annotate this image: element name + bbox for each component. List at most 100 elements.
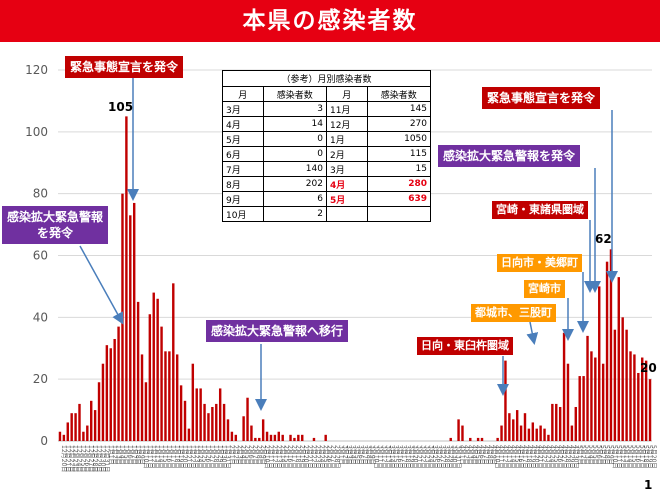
bar-1月10日: [140, 354, 144, 441]
table-header-2: 月: [325, 86, 368, 102]
x-tick-label: 3月30日: [451, 445, 458, 468]
x-tick-label: 4月2日: [462, 445, 469, 465]
bar-5月13日: [621, 317, 624, 441]
x-tick-label: 3月28日: [443, 445, 450, 468]
table-row: 7月 140 3月 15: [222, 161, 431, 177]
bar-12月29日: [93, 410, 97, 441]
y-tick-label: 80: [33, 187, 48, 201]
bar-4月14日: [508, 413, 511, 441]
bar-1月22日: [187, 428, 191, 441]
bar-5月1日: [574, 406, 577, 441]
x-tick-label: 4月22日: [541, 445, 548, 468]
table-header-1: 感染者数: [262, 86, 327, 102]
x-tick-label: 12月20日: [60, 445, 67, 472]
x-tick-label: 2月4日: [240, 445, 247, 465]
x-tick-label: 5月17日: [638, 445, 645, 468]
table-row: 9月 6 5月 639: [222, 191, 431, 207]
x-tick-label: 1月16日: [165, 445, 172, 468]
bar-1月30日: [218, 388, 222, 441]
table-cell-m2: 1月: [325, 131, 368, 147]
alert-issue-label-2: 感染拡大緊急警報を発令: [438, 145, 581, 167]
bar-2月1日: [226, 419, 230, 441]
x-tick-label: 5月4日: [588, 445, 595, 465]
arrow-area-miyakonojo: [526, 321, 539, 345]
x-tick-label: 4月4日: [470, 445, 477, 465]
table-cell-v1: 0: [262, 146, 327, 162]
state-emergency-label-1: 緊急事態宣言を発令: [65, 56, 184, 78]
bar-4月4日: [469, 437, 472, 441]
table-cell-m2: 11月: [325, 101, 368, 117]
bar-5月9日: [605, 261, 609, 441]
bar-2月26日: [324, 434, 327, 441]
x-tick-label: 5月18日: [642, 445, 649, 468]
x-tick-label: 4月5日: [474, 445, 481, 465]
x-tick-label: 3月31日: [455, 445, 462, 468]
table-row: 6月 0 2月 115: [222, 146, 431, 162]
bar-5月14日: [625, 329, 628, 441]
table-cell-v1: 14: [262, 116, 327, 132]
x-tick-label: 4月29日: [568, 445, 575, 468]
x-tick-label: 1月9日: [138, 445, 145, 465]
x-tick-label: 1月21日: [185, 445, 192, 468]
bar-1月27日: [207, 413, 210, 441]
arrow-alert-1: [79, 245, 124, 325]
table-cell-v2: 145: [366, 101, 431, 117]
x-tick-label: 1月7日: [130, 445, 137, 465]
x-tick-label: 1月11日: [146, 445, 153, 468]
bar-4月21日: [535, 428, 538, 441]
x-tick-label: 2月24日: [318, 445, 325, 468]
x-tick-label: 2月21日: [306, 445, 313, 468]
x-tick-label: 1月24日: [197, 445, 204, 468]
bar-2月20日: [301, 434, 304, 441]
x-tick-label: 2月18日: [294, 445, 301, 468]
bar-5月16日: [633, 354, 636, 441]
bar-1月24日: [195, 388, 198, 441]
table-header-3: 感染者数: [366, 86, 431, 102]
x-tick-label: 3月22日: [419, 445, 426, 468]
bar-4月23日: [543, 428, 546, 441]
x-tick-label: 3月20日: [412, 445, 419, 468]
x-tick-label: 3月8日: [365, 445, 372, 465]
x-tick-label: 2月17日: [291, 445, 298, 468]
x-tick-label: 12月24日: [76, 445, 83, 472]
x-tick-label: 3月1日: [337, 445, 344, 465]
bar-5月10日: [609, 249, 613, 441]
table-cell-m2: 4月: [325, 176, 368, 192]
x-tick-label: 2月7日: [251, 445, 258, 465]
x-tick-label: 12月25日: [79, 445, 86, 472]
bar-4月29日: [566, 363, 570, 441]
bar-1月9日: [136, 301, 140, 442]
bar-1月12日: [148, 314, 152, 441]
bar-4月25日: [551, 403, 554, 441]
area-label-miyazaki-city: 宮崎市: [524, 280, 565, 298]
bar-2月23日: [312, 437, 316, 441]
x-tick-label: 4月9日: [490, 445, 497, 465]
bar-4月16日: [515, 410, 519, 441]
bar-2月11日: [265, 431, 269, 441]
bar-4月27日: [558, 406, 562, 441]
x-tick-label: 2月9日: [259, 445, 266, 465]
x-tick-label: 3月26日: [435, 445, 442, 468]
x-tick-label: 1月8日: [134, 445, 141, 465]
x-tick-label: 2月20日: [302, 445, 309, 468]
x-tick-label: 5月20日: [650, 445, 657, 468]
bar-12月24日: [74, 413, 77, 441]
x-tick-label: 4月26日: [556, 445, 563, 468]
x-axis-ticks: 12月20日12月21日12月22日12月23日12月24日12月25日12月2…: [60, 445, 657, 472]
bar-12月21日: [62, 434, 66, 441]
bar-2月19日: [297, 434, 300, 441]
x-tick-label: 4月30日: [572, 445, 579, 468]
bar-1月11日: [144, 382, 148, 441]
x-tick-label: 3月10日: [373, 445, 380, 468]
x-tick-label: 2月14日: [279, 445, 286, 468]
y-tick-label: 0: [40, 434, 48, 448]
alert-issue-label-1: 感染拡大緊急警報 を発令: [2, 206, 109, 244]
x-tick-label: 4月14日: [509, 445, 516, 468]
x-tick-label: 2月26日: [326, 445, 333, 468]
bar-5月15日: [629, 351, 632, 441]
bar-2月12日: [269, 434, 273, 441]
table-cell-m2: [325, 206, 368, 222]
x-tick-label: 5月14日: [627, 445, 634, 468]
x-tick-label: 4月25日: [552, 445, 559, 468]
x-tick-label: 3月24日: [427, 445, 434, 468]
